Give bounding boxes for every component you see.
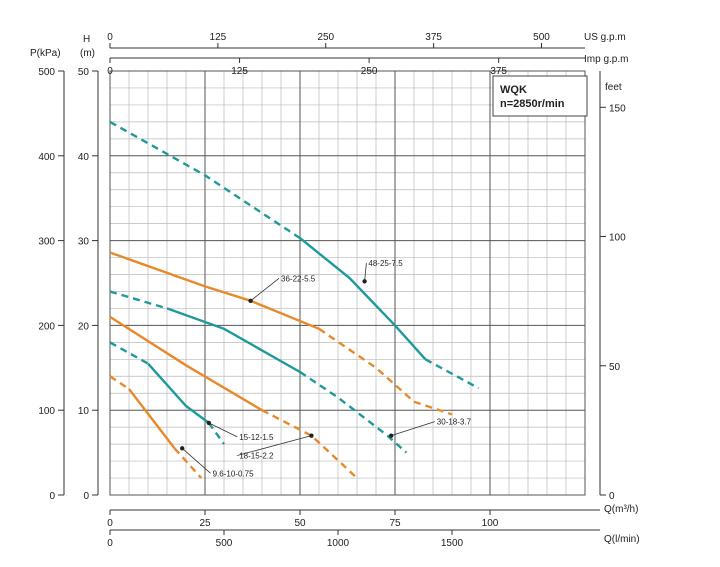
label-marker (362, 279, 367, 284)
curve-label: 36-22-5.5 (281, 274, 316, 283)
y-tick-h: 30 (78, 237, 90, 248)
series-9-6-10-0-75-dashed-end (173, 447, 203, 479)
x-tick-m3h: 50 (294, 518, 306, 529)
series-48-25-7-5-solid (299, 237, 427, 361)
legend-box (492, 75, 588, 117)
x-tick-m3h: 0 (107, 518, 113, 529)
x-tick-lmin: 1000 (327, 538, 350, 549)
y-tick-h: 0 (83, 491, 89, 502)
x-label-impgpm: Imp g.p.m (584, 54, 628, 65)
y-tick-feet: 50 (609, 362, 621, 373)
series-15-12-1-5-solid (147, 362, 210, 424)
x-tick-lmin: 1500 (441, 538, 464, 549)
y-tick-kpa: 300 (38, 237, 55, 248)
plot-frame (109, 70, 586, 496)
curve-label: 18-15-2.2 (239, 452, 274, 461)
x-tick-usgpm: 250 (317, 32, 334, 43)
x-tick-impgpm: 0 (107, 66, 113, 77)
y-tick-feet: 150 (609, 103, 626, 114)
label-marker (309, 433, 314, 438)
series-48-25-7-5-dashed-end (424, 358, 480, 390)
chart-subtitle: n=2850r/min (500, 98, 565, 110)
curve-label: 30-18-3.7 (437, 418, 472, 427)
minor-grid (110, 71, 585, 495)
x-label-m3h: Q(m³/h) (604, 504, 638, 515)
label-marker (389, 433, 394, 438)
y-tick-feet: 100 (609, 233, 626, 244)
x-label-usgpm: US g.p.m (584, 32, 626, 43)
series-30-18-3-7-solid (166, 307, 301, 374)
y-tick-kpa: 500 (38, 67, 55, 78)
y-tick-h: 40 (78, 152, 90, 163)
curve-label: 9.6-10-0.75 (213, 469, 254, 478)
series-18-15-2-2-dashed-end (261, 409, 358, 479)
series-48-25-7-5-dashed-start (109, 120, 301, 240)
x-tick-m3h: 75 (389, 518, 401, 529)
label-leader (391, 421, 435, 437)
label-leader (237, 435, 312, 456)
x-tick-m3h: 25 (199, 518, 211, 529)
y-tick-h: 20 (78, 321, 90, 332)
y-tick-feet: 0 (609, 491, 615, 502)
x-tick-usgpm: 500 (533, 32, 550, 43)
series-15-12-1-5-dashed-start (109, 341, 149, 365)
label-marker (180, 446, 185, 451)
labels-layer: 48-25-7.5 36-22-5.5 30-18-3.7 15-12-1.5 18-1… (180, 259, 472, 478)
major-grid (110, 71, 585, 495)
series-15-12-1-5-dashed-end (207, 422, 225, 445)
series-30-18-3-7-dashed-start (109, 290, 168, 310)
x-tick-impgpm: 125 (231, 66, 248, 77)
series-36-22-5-5-dashed-end (318, 327, 453, 416)
label-leader (364, 263, 367, 282)
x-tick-usgpm: 0 (107, 32, 113, 43)
y-tick-h: 10 (78, 406, 90, 417)
label-marker (206, 420, 211, 426)
series-9-6-10-0-75-dashed-start (109, 375, 130, 390)
y-tick-h: 50 (78, 67, 90, 78)
y-tick-kpa: 0 (49, 491, 55, 502)
x-tick-lmin: 0 (107, 538, 113, 549)
y-label-p: P(kPa) (30, 48, 61, 59)
y-label-h-unit: (m) (80, 48, 95, 59)
series-18-15-2-2-solid (109, 315, 263, 412)
x-tick-impgpm: 375 (490, 66, 507, 77)
curve-label: 48-25-7.5 (368, 259, 403, 268)
series-layer (109, 120, 480, 479)
curve-label: 15-12-1.5 (239, 433, 274, 442)
y-tick-kpa: 100 (38, 406, 55, 417)
y-tick-kpa: 400 (38, 152, 55, 163)
series-36-22-5-5-solid (109, 251, 320, 330)
x-tick-usgpm: 375 (425, 32, 442, 43)
x-tick-usgpm: 125 (210, 32, 227, 43)
series-30-18-3-7-dashed-end (299, 371, 408, 454)
y-label-h: H (83, 34, 90, 45)
x-tick-lmin: 500 (216, 538, 233, 549)
label-leader (181, 448, 211, 474)
y-tick-kpa: 200 (38, 321, 55, 332)
x-tick-m3h: 100 (482, 518, 499, 529)
chart-title: WQK (500, 84, 527, 96)
label-leader (208, 422, 238, 438)
x-tick-impgpm: 250 (361, 66, 378, 77)
y-label-feet: feet (605, 82, 622, 93)
label-leader (250, 277, 280, 302)
label-marker (248, 298, 253, 304)
x-label-lmin: Q(l/min) (604, 534, 640, 545)
series-9-6-10-0-75-solid (128, 388, 176, 450)
